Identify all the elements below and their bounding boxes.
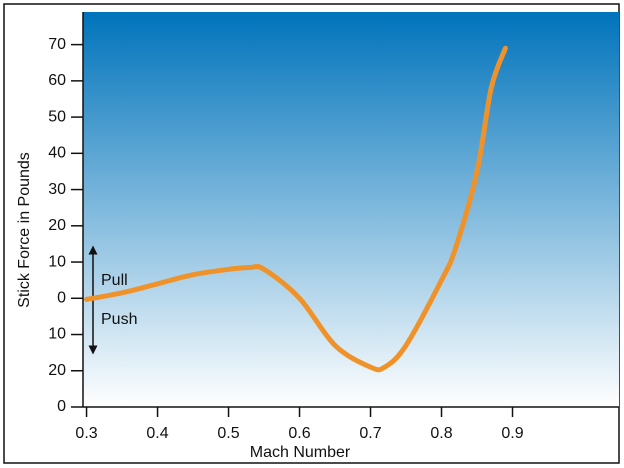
- y-tick-label: 10: [48, 326, 66, 343]
- x-tick-label: 0.3: [75, 425, 97, 442]
- y-tick-label: 60: [48, 72, 66, 89]
- x-tick-label: 0.4: [146, 425, 168, 442]
- x-axis-title: Mach Number: [250, 444, 351, 461]
- x-tick-label: 0.6: [288, 425, 310, 442]
- x-tick-label: 0.9: [501, 425, 523, 442]
- y-tick-label: 40: [48, 145, 66, 162]
- plot-area: [83, 12, 619, 407]
- x-tick-label: 0.5: [217, 425, 239, 442]
- y-axis-title: Stick Force in Pounds: [16, 152, 33, 308]
- y-tick-label: 0: [57, 398, 66, 415]
- data-line: [84, 45, 508, 373]
- y-tick-label: 50: [48, 108, 66, 125]
- y-tick-label: 20: [48, 362, 66, 379]
- y-tick-label: 10: [48, 253, 66, 270]
- x-tick-label: 0.7: [359, 425, 381, 442]
- annotation: Pull: [101, 272, 128, 289]
- y-tick-label: 30: [48, 181, 66, 198]
- y-tick-label: 0: [57, 290, 66, 307]
- annotation: Push: [101, 311, 137, 328]
- y-tick-label: 70: [48, 36, 66, 53]
- x-tick-label: 0.8: [430, 425, 452, 442]
- y-tick-label: 20: [48, 217, 66, 234]
